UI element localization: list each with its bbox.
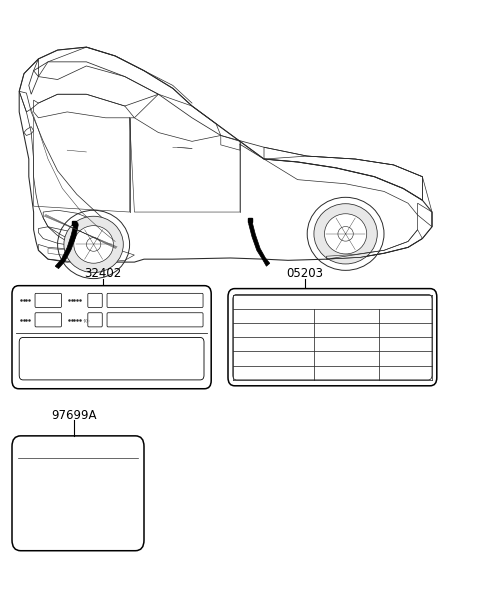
Text: 05203: 05203 xyxy=(286,267,324,280)
Ellipse shape xyxy=(74,226,113,263)
Text: {i}:: {i}: xyxy=(83,319,90,323)
Ellipse shape xyxy=(324,214,367,254)
Polygon shape xyxy=(55,223,78,269)
Text: 32402: 32402 xyxy=(84,267,122,280)
Text: 97699A: 97699A xyxy=(52,409,97,422)
Ellipse shape xyxy=(64,216,123,273)
Polygon shape xyxy=(249,219,270,266)
Ellipse shape xyxy=(314,204,377,264)
